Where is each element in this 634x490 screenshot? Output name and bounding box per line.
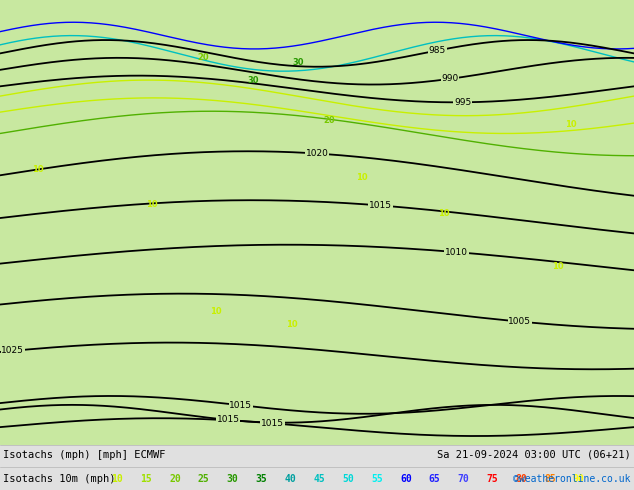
Text: Sa 21-09-2024 03:00 UTC (06+21): Sa 21-09-2024 03:00 UTC (06+21) (437, 450, 631, 460)
Text: 15: 15 (140, 474, 152, 484)
Text: 40: 40 (285, 474, 296, 484)
Text: 60: 60 (400, 474, 411, 484)
Text: 990: 990 (441, 74, 459, 83)
Text: 20: 20 (169, 474, 181, 484)
Text: 10: 10 (438, 209, 450, 218)
Text: 10: 10 (146, 200, 158, 209)
Text: Isotachs (mph) [mph] ECMWF: Isotachs (mph) [mph] ECMWF (3, 450, 165, 460)
Text: 80: 80 (515, 474, 527, 484)
Text: 75: 75 (486, 474, 498, 484)
Text: 1015: 1015 (230, 401, 252, 410)
Text: 10: 10 (286, 320, 297, 329)
Text: 30: 30 (292, 58, 304, 67)
Text: 35: 35 (256, 474, 268, 484)
Text: 85: 85 (544, 474, 556, 484)
Text: Isotachs 10m (mph): Isotachs 10m (mph) (3, 474, 115, 484)
Text: 995: 995 (454, 98, 472, 107)
Text: 20: 20 (197, 53, 209, 62)
Text: 1015: 1015 (217, 416, 240, 424)
Bar (0, 445, 634, 490)
Text: 1020: 1020 (306, 149, 328, 158)
Text: 70: 70 (458, 474, 469, 484)
Text: 985: 985 (429, 46, 446, 55)
Text: 1005: 1005 (508, 317, 531, 326)
Text: 10: 10 (32, 165, 44, 173)
Text: 90: 90 (573, 474, 585, 484)
Text: 20: 20 (324, 116, 335, 124)
Text: 45: 45 (313, 474, 325, 484)
Text: 30: 30 (227, 474, 238, 484)
Text: 55: 55 (371, 474, 383, 484)
Text: 10: 10 (552, 263, 564, 271)
Text: 25: 25 (198, 474, 210, 484)
Text: 30: 30 (248, 75, 259, 85)
Text: 65: 65 (429, 474, 441, 484)
Text: 10: 10 (210, 307, 221, 316)
Text: 10: 10 (356, 173, 367, 182)
Text: 1015: 1015 (369, 201, 392, 210)
Text: 1025: 1025 (1, 346, 24, 355)
Text: 10: 10 (565, 120, 576, 129)
Text: 1010: 1010 (445, 247, 468, 257)
Text: 10: 10 (112, 474, 123, 484)
Text: 50: 50 (342, 474, 354, 484)
Text: 1015: 1015 (261, 419, 284, 428)
Text: ©weatheronline.co.uk: ©weatheronline.co.uk (514, 474, 631, 484)
